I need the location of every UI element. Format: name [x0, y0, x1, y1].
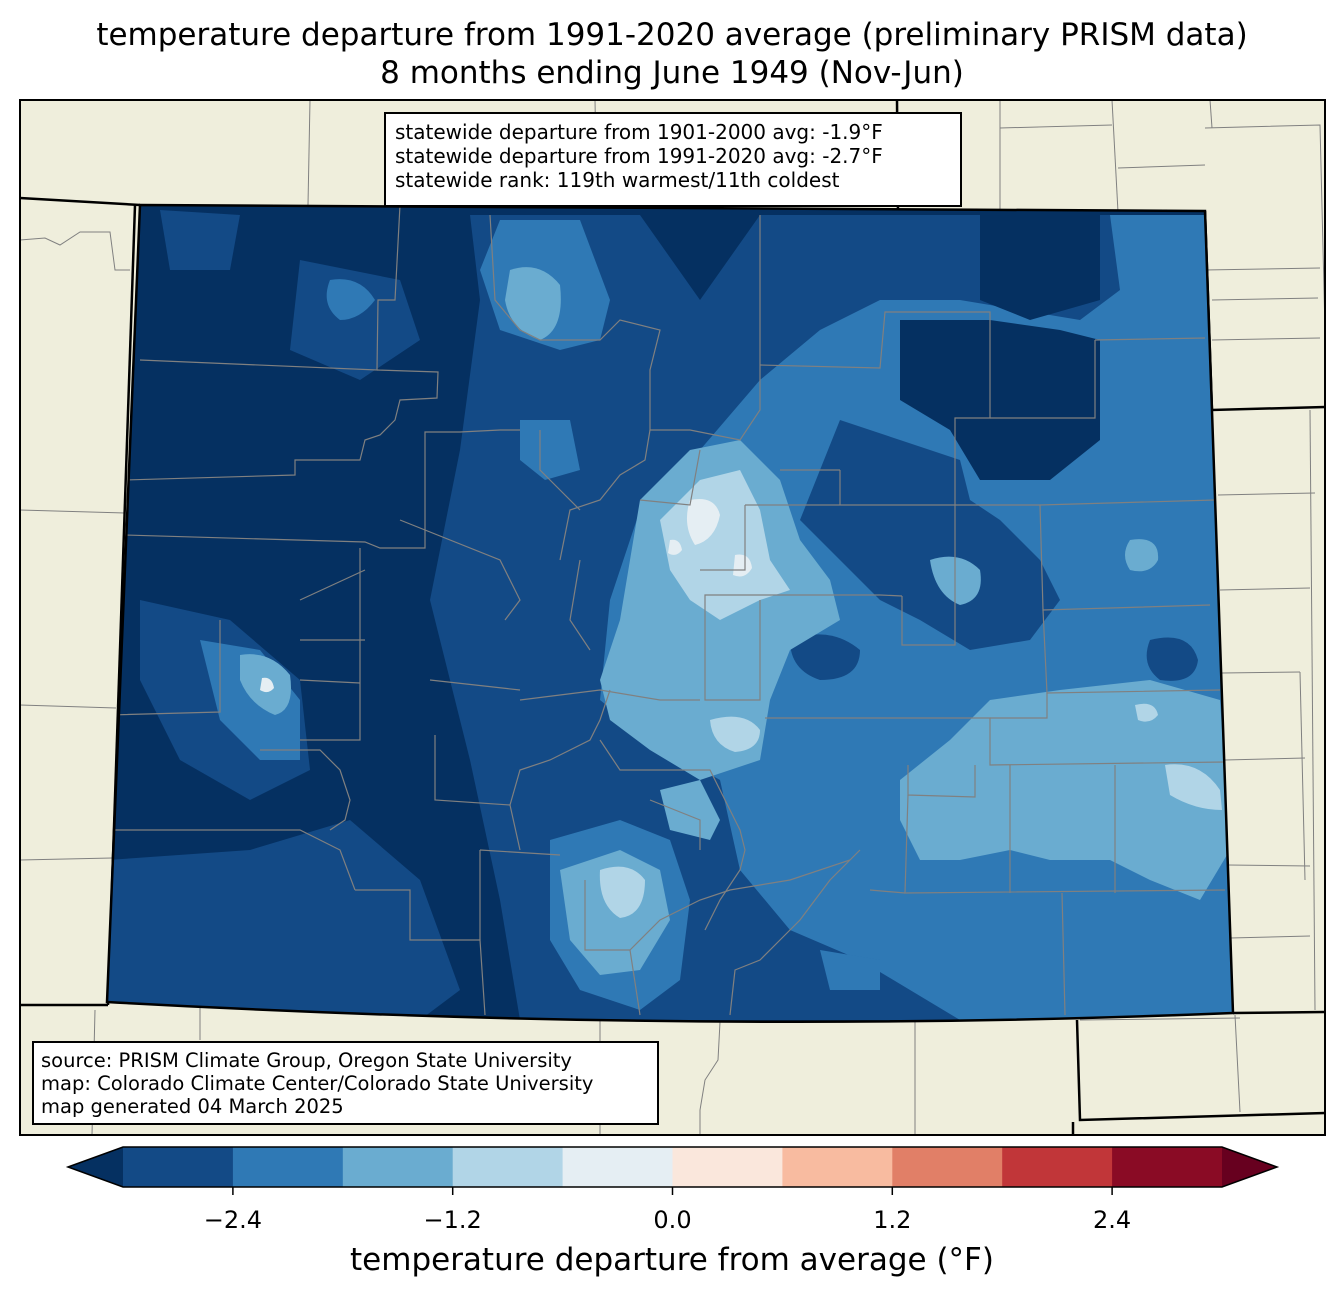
chart-title-line-2: 8 months ending June 1949 (Nov-Jun) — [380, 55, 964, 91]
colorbar-tick-label: 0.0 — [653, 1206, 692, 1234]
colorbar-tick-label: 1.2 — [873, 1206, 912, 1234]
colorbar-tick-label: −2.4 — [203, 1206, 263, 1234]
stats-departure-1901-2000: statewide departure from 1901-2000 avg: … — [395, 120, 883, 144]
statewide-stats-box: statewide departure from 1901-2000 avg: … — [384, 112, 962, 207]
stats-departure-1991-2020: statewide departure from 1991-2020 avg: … — [395, 144, 883, 168]
chart-title-line-1: temperature departure from 1991-2020 ave… — [96, 17, 1248, 53]
colorado-temperature-field — [107, 205, 1233, 1022]
colorbar-label: temperature departure from average (°F) — [350, 1242, 994, 1278]
source-box: source: PRISM Climate Group, Oregon Stat… — [32, 1041, 659, 1125]
colorado-county-lines — [109, 205, 1226, 1016]
stats-rank: statewide rank: 119th warmest/11th colde… — [395, 168, 840, 192]
map-frame — [19, 99, 1326, 1136]
source-map-credit: map: Colorado Climate Center/Colorado St… — [41, 1072, 594, 1095]
colorbar-tick-label: 2.4 — [1093, 1206, 1132, 1234]
colorbar-tick-label: −1.2 — [423, 1206, 482, 1234]
source-prism: source: PRISM Climate Group, Oregon Stat… — [41, 1049, 572, 1072]
colorado-boundary — [105, 203, 1235, 1024]
source-generated-date: map generated 04 March 2025 — [41, 1095, 344, 1118]
